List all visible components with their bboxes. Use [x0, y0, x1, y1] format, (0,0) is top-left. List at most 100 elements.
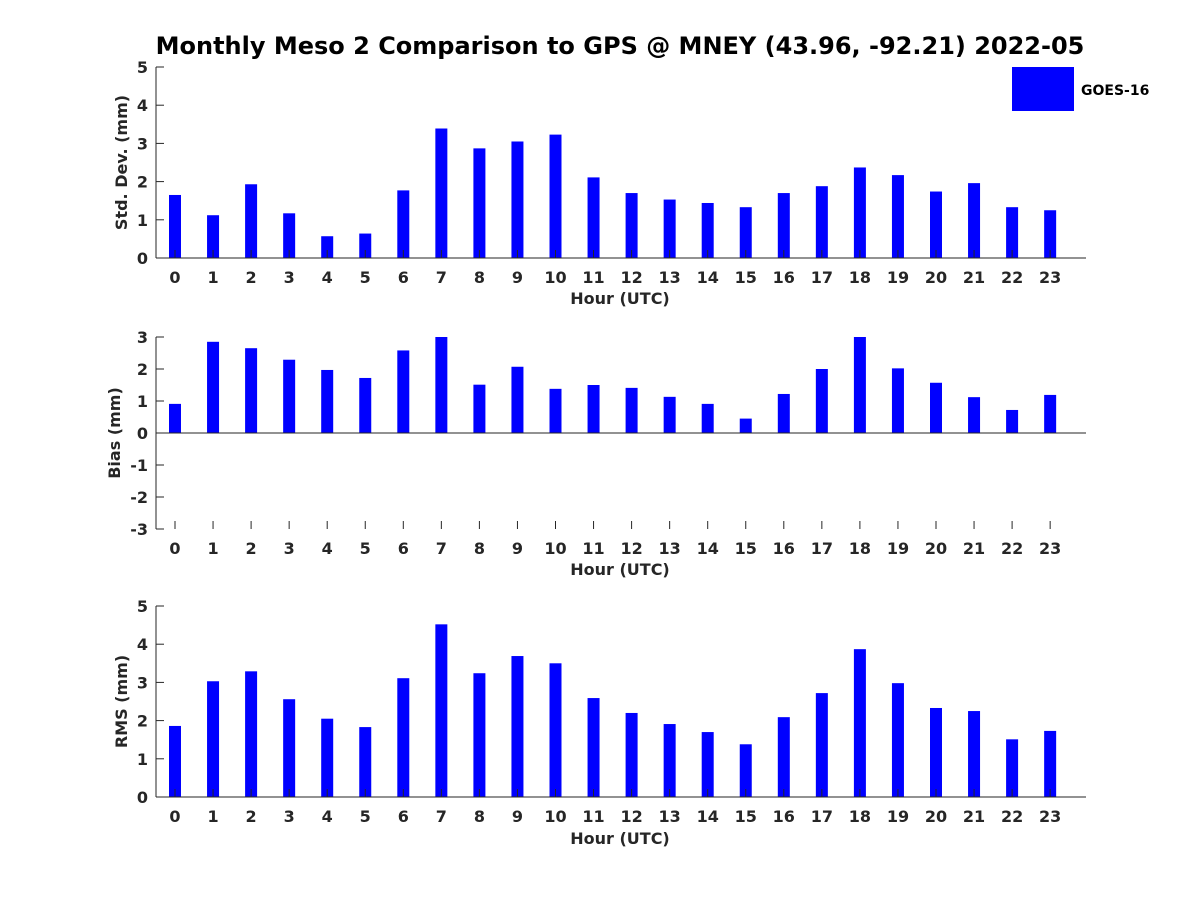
bias-bar-3	[283, 359, 296, 433]
rms-x-tick-label: 23	[1039, 807, 1061, 826]
rms-x-tick-label: 1	[207, 807, 218, 826]
bias-x-tick-label: 22	[1001, 539, 1023, 558]
bias-x-tick-label: 9	[512, 539, 523, 558]
rms-bar-14	[701, 732, 714, 797]
std-dev-bar-23	[1044, 210, 1057, 258]
rms-bar-11	[587, 698, 600, 797]
bias-x-tick-label: 21	[963, 539, 985, 558]
legend: GOES-16	[1012, 67, 1149, 111]
rms-bar-10	[549, 663, 562, 797]
bias-bar-10	[549, 388, 562, 433]
bias-y-tick-label: 2	[137, 360, 148, 379]
bias-bar-6	[397, 350, 410, 433]
std-dev-bar-12	[625, 193, 638, 258]
rms-x-tick-label: 16	[773, 807, 795, 826]
rms-bar-2	[245, 671, 258, 797]
bias-x-tick-label: 2	[246, 539, 257, 558]
std-dev-bar-15	[739, 207, 752, 258]
std-dev-bar-14	[701, 202, 714, 258]
rms-y-tick-label: 4	[137, 635, 148, 654]
bias-x-tick-label: 1	[207, 539, 218, 558]
rms-x-tick-label: 10	[544, 807, 566, 826]
bias-x-tick-label: 14	[697, 539, 719, 558]
rms-bar-7	[435, 624, 448, 797]
bias-x-tick-label: 8	[474, 539, 485, 558]
std-dev-bar-8	[473, 148, 486, 258]
std-dev-y-tick-label: 1	[137, 211, 148, 230]
bias-y-tick-label: 1	[137, 392, 148, 411]
bias-bar-5	[359, 377, 372, 433]
rms-x-axis-label: Hour (UTC)	[570, 829, 670, 848]
bias-bar-14	[701, 403, 714, 433]
bias-bar-20	[930, 382, 942, 433]
std-dev-x-tick-label: 14	[697, 268, 719, 287]
rms-x-tick-label: 15	[735, 807, 757, 826]
std-dev-bar-6	[397, 190, 410, 258]
std-dev-x-tick-label: 8	[474, 268, 485, 287]
bias-x-tick-label: 17	[811, 539, 833, 558]
bias-x-tick-label: 6	[398, 539, 409, 558]
rms-x-tick-label: 21	[963, 807, 985, 826]
bias-bar-21	[968, 397, 981, 433]
std-dev-bar-3	[283, 213, 296, 258]
std-dev-y-tick-label: 2	[137, 173, 148, 192]
bias-bar-17	[815, 369, 828, 433]
rms-y-tick-label: 2	[137, 712, 148, 731]
std-dev-x-tick-label: 20	[925, 268, 947, 287]
std-dev-x-tick-label: 4	[322, 268, 333, 287]
std-dev-x-tick-label: 18	[849, 268, 871, 287]
rms-x-tick-label: 9	[512, 807, 523, 826]
rms-x-tick-label: 19	[887, 807, 909, 826]
std-dev-panel: 0 1 2 3 4 5 6 7 8 9 10 11 12 13 14 15 16 17 18 19 20 21 22 2301…	[112, 58, 1086, 308]
rms-y-tick-label: 0	[137, 788, 148, 807]
std-dev-bar-7	[435, 128, 448, 258]
bias-bar-15	[739, 418, 752, 433]
std-dev-x-tick-label: 17	[811, 268, 833, 287]
rms-bar-19	[891, 683, 904, 797]
std-dev-bar-13	[663, 199, 676, 258]
bias-y-tick-label: -2	[130, 488, 148, 507]
bias-y-axis-label: Bias (mm)	[105, 387, 124, 479]
bias-x-tick-label: 23	[1039, 539, 1061, 558]
rms-bar-5	[359, 727, 372, 797]
rms-panel: 0 1 2 3 4 5 6 7 8 9 10 11 12 13 14 15 16 17 18 19 20 21 22 2301…	[112, 597, 1086, 848]
std-dev-bar-22	[1006, 207, 1019, 258]
bias-bar-1	[207, 341, 220, 433]
rms-x-tick-label: 14	[697, 807, 719, 826]
std-dev-y-tick-label: 3	[137, 134, 148, 153]
std-dev-bar-19	[891, 175, 904, 258]
bias-bar-2	[245, 348, 258, 433]
std-dev-bar-20	[930, 191, 942, 258]
rms-bar-6	[397, 678, 410, 797]
std-dev-x-tick-label: 19	[887, 268, 909, 287]
std-dev-x-tick-label: 3	[284, 268, 295, 287]
bias-x-tick-label: 20	[925, 539, 947, 558]
rms-bar-15	[739, 744, 752, 797]
bias-x-tick-label: 3	[284, 539, 295, 558]
rms-bar-0	[169, 725, 181, 797]
std-dev-x-tick-label: 13	[659, 268, 681, 287]
rms-x-tick-label: 5	[360, 807, 371, 826]
rms-bar-12	[625, 712, 638, 797]
rms-x-tick-label: 20	[925, 807, 947, 826]
bias-bar-11	[587, 385, 600, 433]
rms-x-tick-label: 13	[659, 807, 681, 826]
rms-x-tick-label: 3	[284, 807, 295, 826]
bias-x-tick-label: 15	[735, 539, 757, 558]
bias-y-tick-label: 0	[137, 424, 148, 443]
std-dev-y-tick-label: 4	[137, 96, 148, 115]
rms-bar-18	[853, 649, 866, 797]
rms-x-tick-label: 18	[849, 807, 871, 826]
rms-x-tick-label: 7	[436, 807, 447, 826]
rms-y-tick-label: 1	[137, 750, 148, 769]
std-dev-x-tick-label: 0	[169, 268, 180, 287]
std-dev-x-tick-label: 23	[1039, 268, 1061, 287]
rms-x-tick-label: 22	[1001, 807, 1023, 826]
bias-bar-18	[853, 337, 866, 433]
bias-bar-0	[169, 403, 181, 433]
bias-bar-9	[511, 366, 524, 433]
std-dev-bar-17	[815, 186, 828, 258]
std-dev-x-tick-label: 16	[773, 268, 795, 287]
